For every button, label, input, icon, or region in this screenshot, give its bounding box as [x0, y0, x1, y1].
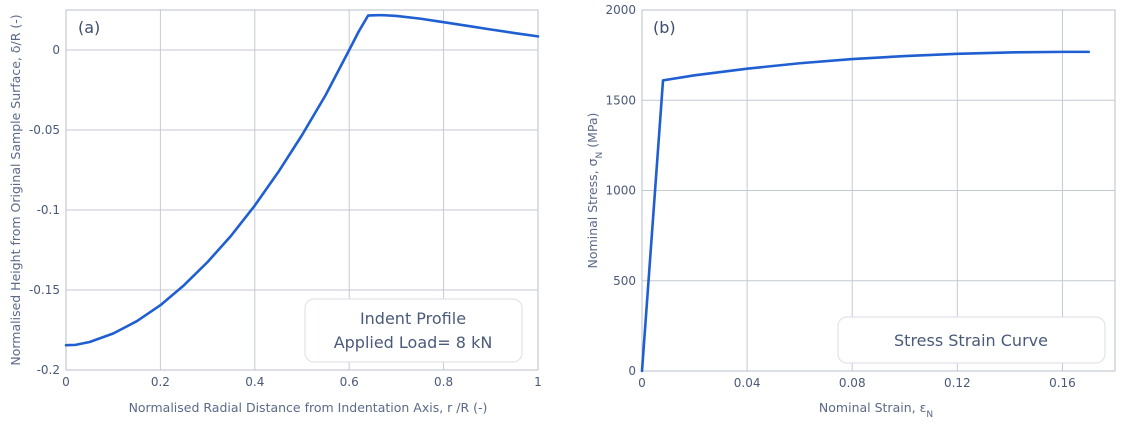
x-axis-label: Normalised Radial Distance from Indentat…: [129, 400, 488, 415]
x-tick-label: 0: [638, 376, 646, 390]
x-tick-label: 0.4: [245, 375, 264, 389]
x-tick-label: 0.04: [734, 376, 761, 390]
y-tick-label: 1500: [605, 93, 636, 107]
y-tick-label: 1000: [605, 184, 636, 198]
y-tick-label: -0.05: [29, 123, 60, 137]
chart-panel-a: 0 0.2 0.4 0.6 0.8 1 -0.2 -0.15 -0.1 -0.05 0 (a) Norm…: [8, 9, 542, 415]
y-tick-label: 500: [613, 274, 636, 288]
x-tick-label: 0: [62, 375, 70, 389]
x-tick-label: 1: [534, 375, 542, 389]
x-tick-label: 0.2: [151, 375, 170, 389]
x-tick-label: 0.8: [434, 375, 453, 389]
panel-label: (b): [653, 18, 676, 37]
legend-box: [304, 298, 523, 363]
x-tick-label: 0.6: [340, 375, 359, 389]
x-tick-label: 0.08: [839, 376, 866, 390]
x-tick-label: 0.16: [1049, 376, 1076, 390]
legend-box: [837, 316, 1106, 364]
y-tick-label: 0: [628, 364, 636, 378]
plot-frame: [65, 9, 539, 371]
legend-text: Indent Profile: [360, 309, 466, 328]
y-tick-label: -0.1: [37, 203, 60, 217]
y-tick-label: 0: [52, 43, 60, 57]
y-tick-label: -0.15: [29, 283, 60, 297]
chart-panel-b: 0 0.04 0.08 0.12 0.160500100015002000(b)Nomi…: [585, 3, 1116, 420]
plot-frame: [641, 9, 1116, 372]
legend-text: Applied Load= 8 kN: [334, 333, 493, 352]
y-axis-label: Normalised Height from Original Sample S…: [8, 14, 23, 365]
x-tick-label: 0.12: [944, 376, 971, 390]
panel-label: (a): [78, 18, 100, 37]
legend-text: Stress Strain Curve: [894, 331, 1048, 350]
series-line: [64, 13, 540, 347]
y-tick-label: 2000: [605, 3, 636, 17]
series-line: [640, 50, 1091, 373]
y-tick-label: -0.2: [37, 363, 60, 377]
